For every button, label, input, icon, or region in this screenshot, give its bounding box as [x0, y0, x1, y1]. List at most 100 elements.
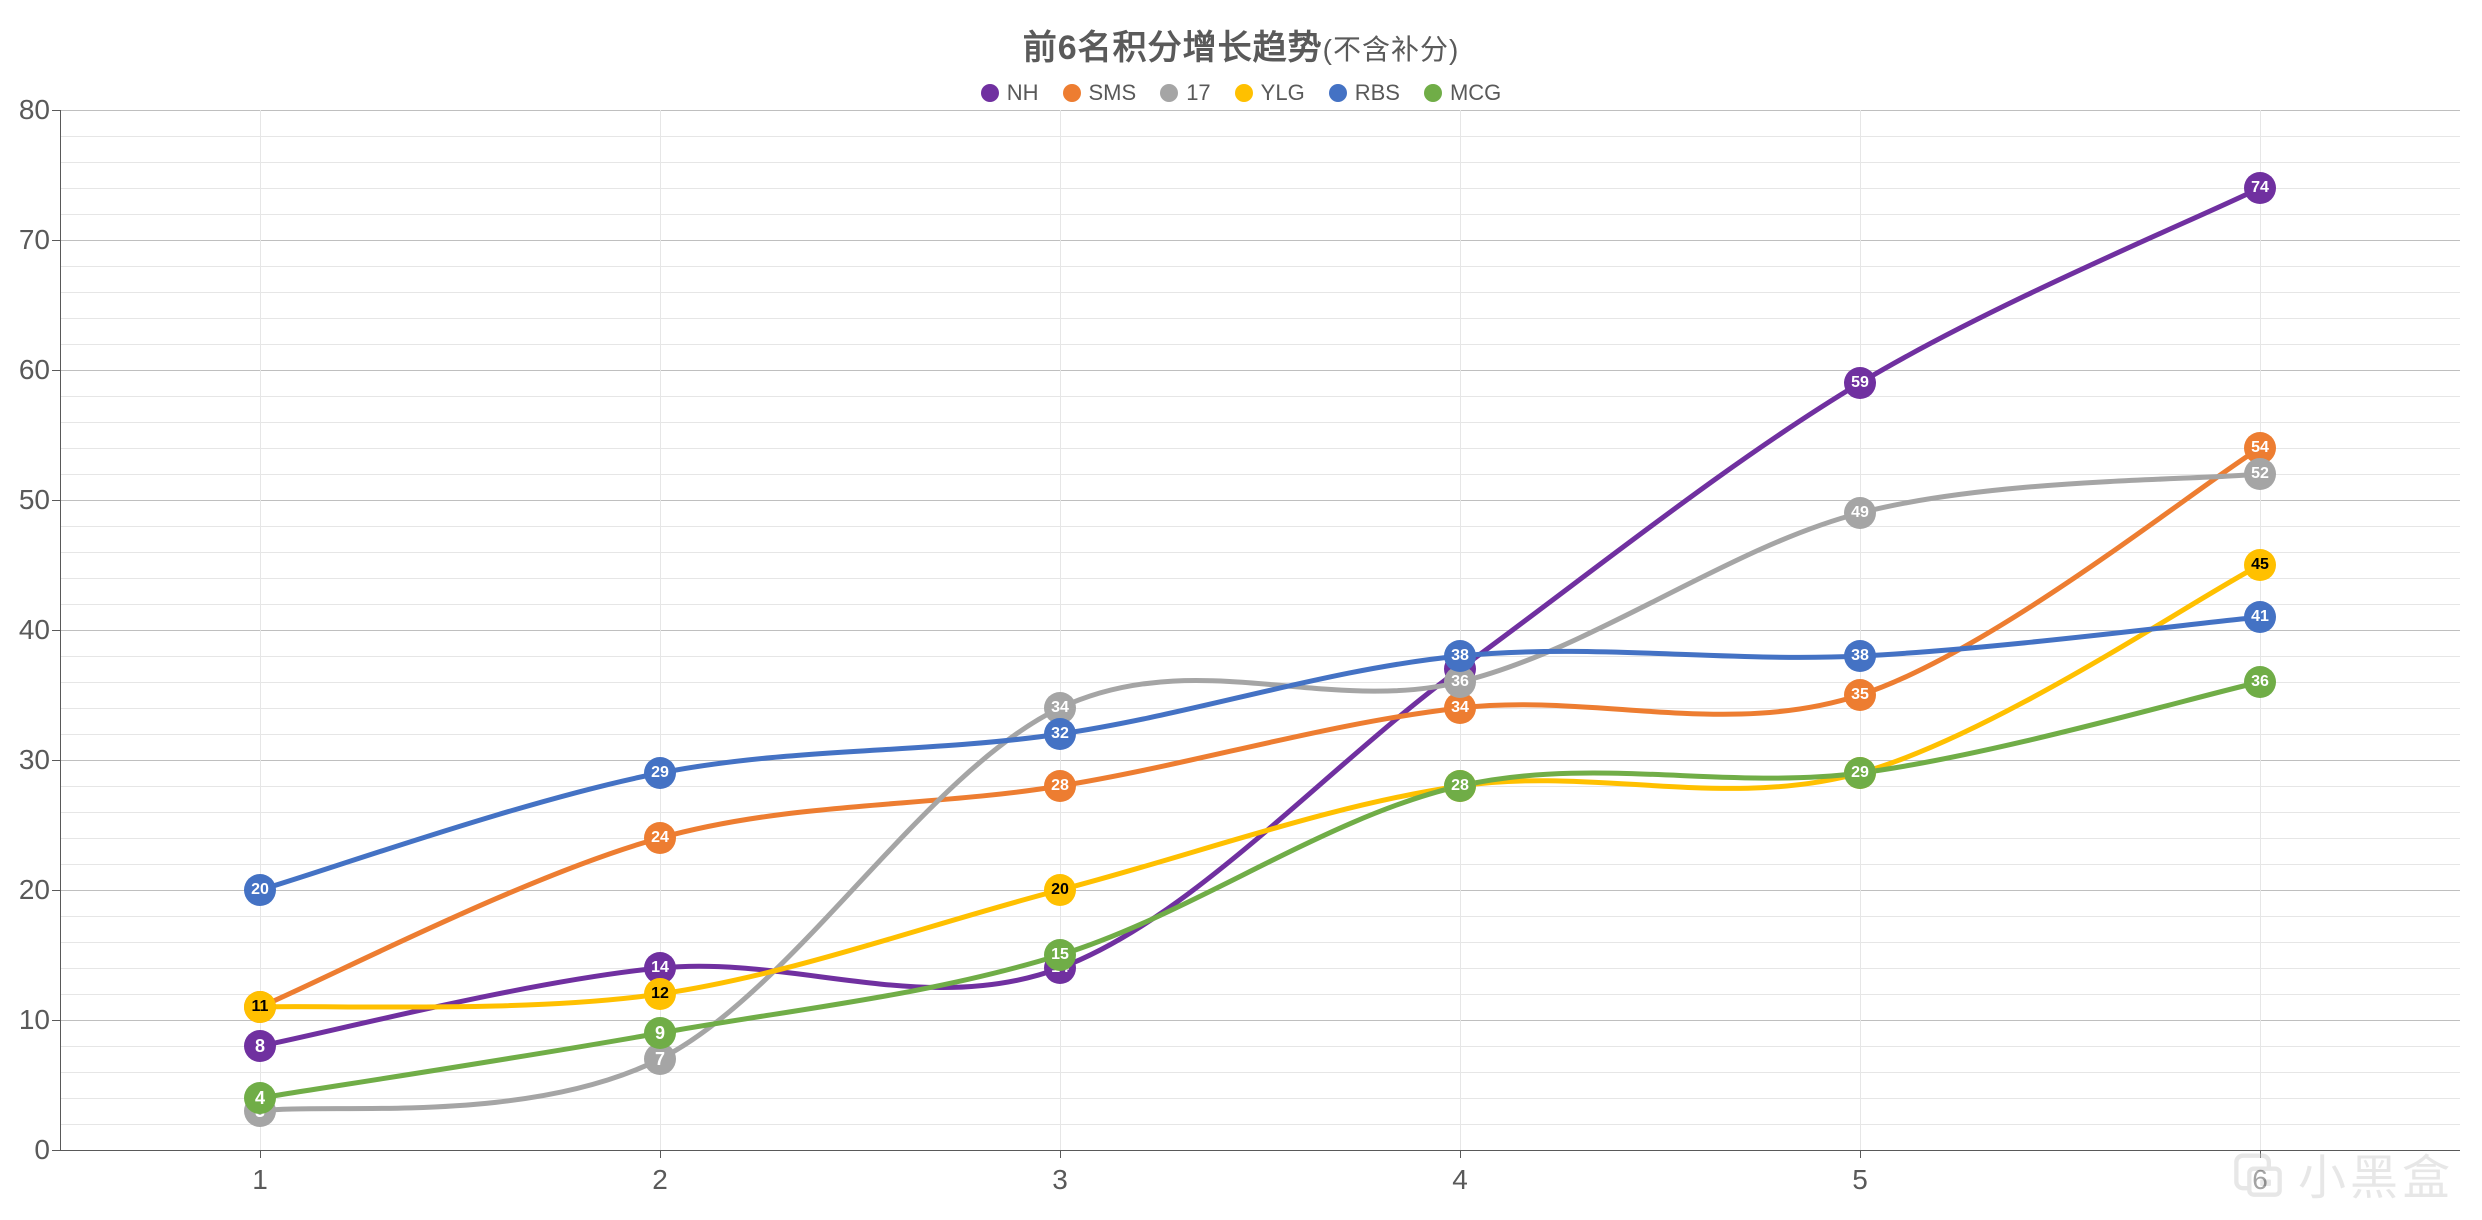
- plot-area: 0102030405060708012345681414375974112428…: [60, 110, 2460, 1150]
- data-marker-value: 12: [651, 986, 669, 1002]
- y-tick: [52, 500, 60, 501]
- data-marker-ylg: 11: [244, 991, 276, 1023]
- data-marker-value: 24: [651, 830, 669, 846]
- data-marker-value: 7: [655, 1050, 665, 1068]
- data-marker-ylg: 20: [1044, 874, 1076, 906]
- chart-legend: NHSMS17YLGRBSMCG: [0, 80, 2482, 108]
- y-tick: [52, 1150, 60, 1151]
- chart-title-main: 前6名积分增长趋势: [1023, 29, 1323, 67]
- data-marker-value: 45: [2251, 557, 2269, 573]
- data-marker-value: 28: [1451, 778, 1469, 794]
- data-marker-value: 36: [2251, 674, 2269, 690]
- legend-label: MCG: [1450, 80, 1501, 106]
- data-marker-rbs: 38: [1844, 640, 1876, 672]
- legend-label: RBS: [1355, 80, 1400, 106]
- data-marker-nh: 8: [244, 1030, 276, 1062]
- data-marker-value: 52: [2251, 466, 2269, 482]
- x-tick: [260, 1150, 261, 1158]
- data-marker-value: 34: [1051, 700, 1069, 716]
- chart-container: 前6名积分增长趋势(不含补分) NHSMS17YLGRBSMCG 0102030…: [0, 0, 2482, 1220]
- legend-item-17: 17: [1160, 80, 1210, 106]
- data-marker-17: 49: [1844, 497, 1876, 529]
- watermark-text: 小黑盒: [2298, 1138, 2454, 1208]
- y-axis-label: 70: [10, 224, 50, 256]
- legend-marker-icon: [1160, 84, 1178, 102]
- y-axis-label: 20: [10, 874, 50, 906]
- y-axis-label: 0: [10, 1134, 50, 1166]
- chart-title-sub: (不含补分): [1323, 34, 1460, 65]
- legend-item-sms: SMS: [1063, 80, 1137, 106]
- y-tick: [52, 370, 60, 371]
- data-marker-rbs: 29: [644, 757, 676, 789]
- y-axis-label: 80: [10, 94, 50, 126]
- y-axis-label: 50: [10, 484, 50, 516]
- legend-marker-icon: [1424, 84, 1442, 102]
- legend-marker-icon: [1235, 84, 1253, 102]
- data-marker-mcg: 28: [1444, 770, 1476, 802]
- watermark-icon: [2232, 1147, 2284, 1199]
- legend-item-ylg: YLG: [1235, 80, 1305, 106]
- legend-marker-icon: [1063, 84, 1081, 102]
- data-marker-rbs: 38: [1444, 640, 1476, 672]
- data-marker-value: 49: [1851, 505, 1869, 521]
- series-line-17: [260, 474, 2260, 1111]
- data-marker-value: 38: [1851, 648, 1869, 664]
- x-axis-label: 5: [1852, 1164, 1868, 1196]
- legend-label: 17: [1186, 80, 1210, 106]
- data-marker-rbs: 41: [2244, 601, 2276, 633]
- y-tick: [52, 110, 60, 111]
- y-axis-label: 40: [10, 614, 50, 646]
- x-tick: [1060, 1150, 1061, 1158]
- x-axis-line: [60, 1150, 2460, 1151]
- data-marker-sms: 35: [1844, 679, 1876, 711]
- x-axis-label: 2: [652, 1164, 668, 1196]
- data-marker-value: 9: [655, 1024, 665, 1042]
- series-line-ylg: [260, 565, 2260, 1007]
- data-marker-value: 4: [255, 1089, 265, 1107]
- legend-item-rbs: RBS: [1329, 80, 1400, 106]
- series-line-sms: [260, 448, 2260, 1007]
- data-marker-value: 14: [651, 960, 669, 976]
- y-tick: [52, 890, 60, 891]
- data-marker-mcg: 9: [644, 1017, 676, 1049]
- y-tick: [52, 630, 60, 631]
- data-marker-value: 32: [1051, 726, 1069, 742]
- x-axis-label: 1: [252, 1164, 268, 1196]
- watermark: 小黑盒: [2232, 1138, 2454, 1208]
- legend-marker-icon: [981, 84, 999, 102]
- x-tick: [1860, 1150, 1861, 1158]
- data-marker-value: 20: [251, 882, 269, 898]
- x-axis-label: 3: [1052, 1164, 1068, 1196]
- legend-marker-icon: [1329, 84, 1347, 102]
- data-marker-value: 15: [1051, 947, 1069, 963]
- data-marker-value: 36: [1451, 674, 1469, 690]
- x-tick: [660, 1150, 661, 1158]
- series-lines: [60, 110, 2460, 1150]
- x-tick: [1460, 1150, 1461, 1158]
- y-tick: [52, 760, 60, 761]
- data-marker-17: 52: [2244, 458, 2276, 490]
- y-axis-label: 10: [10, 1004, 50, 1036]
- data-marker-mcg: 4: [244, 1082, 276, 1114]
- data-marker-value: 35: [1851, 687, 1869, 703]
- data-marker-sms: 28: [1044, 770, 1076, 802]
- y-tick: [52, 1020, 60, 1021]
- series-line-nh: [260, 188, 2260, 1046]
- data-marker-value: 54: [2251, 440, 2269, 456]
- data-marker-value: 41: [2251, 609, 2269, 625]
- x-axis-label: 4: [1452, 1164, 1468, 1196]
- y-axis-label: 30: [10, 744, 50, 776]
- legend-label: YLG: [1261, 80, 1305, 106]
- data-marker-rbs: 20: [244, 874, 276, 906]
- data-marker-nh: 59: [1844, 367, 1876, 399]
- legend-item-mcg: MCG: [1424, 80, 1501, 106]
- data-marker-mcg: 36: [2244, 666, 2276, 698]
- data-marker-value: 8: [255, 1037, 265, 1055]
- data-marker-rbs: 32: [1044, 718, 1076, 750]
- data-marker-value: 74: [2251, 180, 2269, 196]
- data-marker-mcg: 29: [1844, 757, 1876, 789]
- legend-label: SMS: [1089, 80, 1137, 106]
- data-marker-ylg: 12: [644, 978, 676, 1010]
- data-marker-value: 11: [252, 999, 269, 1015]
- data-marker-value: 29: [651, 765, 669, 781]
